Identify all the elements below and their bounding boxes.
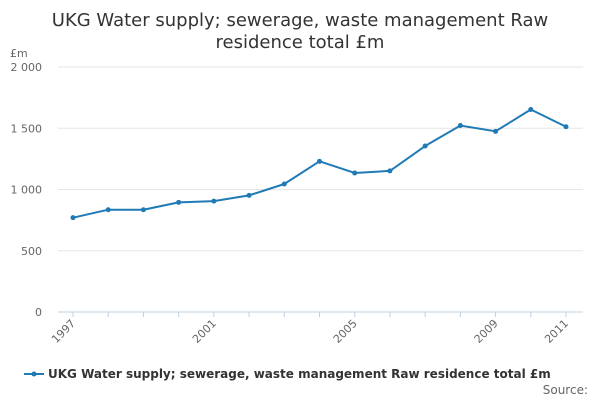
source-label: Source: bbox=[543, 383, 588, 397]
x-tick-label: 1997 bbox=[49, 317, 78, 346]
data-point[interactable] bbox=[317, 158, 322, 164]
y-axis-ticks: 0 500 1 000 1 500 2 000 bbox=[11, 61, 43, 319]
y-axis-unit-label: £m bbox=[10, 47, 28, 60]
data-point[interactable] bbox=[457, 123, 463, 129]
data-point[interactable] bbox=[70, 215, 76, 221]
y-tick-label: 2 000 bbox=[11, 61, 43, 74]
data-point[interactable] bbox=[105, 207, 111, 213]
x-tick-label: 2005 bbox=[331, 317, 360, 346]
series-group bbox=[70, 107, 569, 221]
data-point[interactable] bbox=[211, 198, 217, 204]
y-tick-label: 1 500 bbox=[11, 122, 43, 135]
data-point[interactable] bbox=[281, 181, 287, 187]
data-point[interactable] bbox=[493, 128, 499, 134]
y-tick-label: 1 000 bbox=[11, 184, 43, 197]
data-point[interactable] bbox=[422, 143, 428, 149]
x-axis-ticks: 1997 2001 2005 2009 2011 bbox=[49, 312, 571, 346]
data-point[interactable] bbox=[528, 107, 534, 113]
chart-title-line-1: UKG Water supply; sewerage, waste manage… bbox=[52, 10, 548, 31]
x-tick-label: 2001 bbox=[190, 317, 219, 346]
legend-series-marker bbox=[31, 371, 37, 377]
y-tick-label: 0 bbox=[35, 306, 42, 319]
y-tick-label: 500 bbox=[21, 245, 42, 258]
grid-lines bbox=[58, 66, 583, 252]
data-point[interactable] bbox=[140, 207, 146, 213]
chart-title-line-2: residence total £m bbox=[216, 32, 385, 53]
x-tick-label: 2011 bbox=[542, 317, 571, 346]
legend-series-label: UKG Water supply; sewerage, waste manage… bbox=[48, 367, 551, 381]
data-point[interactable] bbox=[387, 168, 393, 174]
legend[interactable]: UKG Water supply; sewerage, waste manage… bbox=[24, 367, 551, 381]
x-tick-label: 2009 bbox=[472, 317, 501, 346]
data-point[interactable] bbox=[352, 170, 358, 176]
data-point[interactable] bbox=[176, 199, 182, 205]
data-point[interactable] bbox=[246, 192, 252, 198]
data-point[interactable] bbox=[563, 124, 569, 130]
